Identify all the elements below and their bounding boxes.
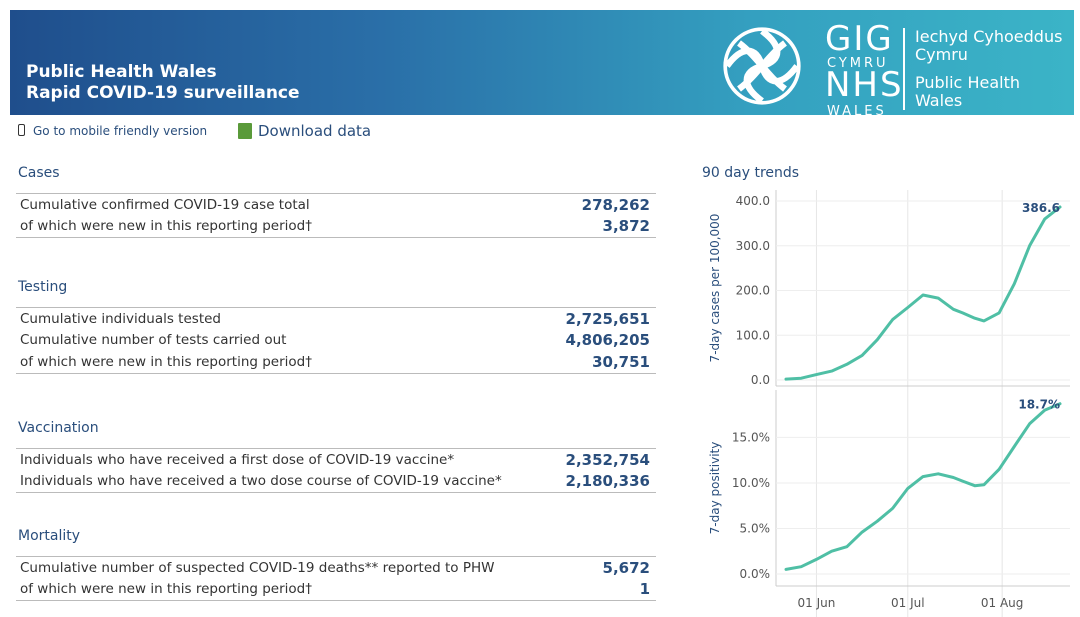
logo-wales-text: WALES	[827, 104, 887, 119]
series-line	[784, 205, 1062, 381]
vaccination-table: Individuals who have received a first do…	[16, 448, 656, 493]
x-tick-label: 01 Jun	[798, 596, 836, 610]
y-tick-label: 200.0	[736, 284, 770, 298]
row-value: 278,262	[581, 195, 650, 214]
table-row: Individuals who have received a two dose…	[16, 471, 656, 493]
logo-divider	[903, 28, 905, 110]
table-row: Cumulative number of tests carried out 4,…	[16, 330, 656, 352]
end-value-label: 18.7%	[1018, 398, 1060, 412]
table-row: of which were new in this reporting peri…	[16, 216, 656, 238]
y-tick-label: 400.0	[736, 194, 770, 208]
y-tick-label: 10.0%	[732, 476, 770, 490]
y-tick-label: 0.0	[751, 373, 770, 387]
row-label: Cumulative number of tests carried out	[20, 332, 287, 349]
y-tick-label: 5.0%	[740, 521, 771, 535]
row-label: of which were new in this reporting peri…	[20, 218, 312, 235]
table-row: Cumulative individuals tested 2,725,651	[16, 308, 656, 330]
y-tick-label: 15.0%	[732, 430, 770, 444]
row-value: 1	[639, 580, 650, 599]
row-label: of which were new in this reporting peri…	[20, 581, 312, 598]
cases-table: Cumulative confirmed COVID-19 case total…	[16, 193, 656, 238]
y-tick-label: 100.0	[736, 328, 770, 342]
table-row: of which were new in this reporting peri…	[16, 579, 656, 601]
logo-gig-text: GIG	[825, 19, 894, 59]
end-value-label: 386.6	[1022, 201, 1060, 215]
mobile-link-label: Go to mobile friendly version	[33, 124, 208, 138]
header-banner: Public Health Wales Rapid COVID-19 surve…	[10, 10, 1074, 119]
logo-nhs-text: NHS	[825, 65, 904, 105]
download-link-label: Download data	[258, 122, 372, 140]
row-value: 4,806,205	[565, 331, 650, 350]
logo-cymru-text: CYMRU	[827, 56, 889, 71]
header-subtitle: Rapid COVID-19 surveillance	[26, 83, 300, 103]
row-label: of which were new in this reporting peri…	[20, 353, 312, 370]
celtic-knot-logo-icon	[723, 27, 801, 105]
row-label: Cumulative number of suspected COVID-19 …	[20, 559, 495, 576]
y-axis-label: 7-day positivity	[708, 442, 722, 535]
org-name-english-2: Wales	[915, 91, 963, 110]
mortality-table: Cumulative number of suspected COVID-19 …	[16, 556, 656, 601]
org-name-welsh-2: Cymru	[915, 45, 968, 64]
row-value: 30,751	[592, 352, 650, 371]
row-value: 2,352,754	[565, 450, 650, 469]
section-title-mortality: Mortality	[18, 528, 81, 544]
x-tick-label: 01 Jul	[891, 596, 925, 610]
org-name-english-1: Public Health	[915, 73, 1020, 92]
row-label: Cumulative individuals tested	[20, 310, 221, 327]
table-row: of which were new in this reporting peri…	[16, 351, 656, 373]
series-line	[784, 402, 1062, 571]
header-title: Public Health Wales	[26, 62, 217, 82]
mobile-version-link[interactable]: Go to mobile friendly version	[18, 124, 207, 138]
row-label: Individuals who have received a first do…	[20, 451, 455, 468]
row-value: 3,872	[602, 217, 650, 236]
y-axis-label: 7-day cases per 100,000	[708, 214, 722, 363]
org-name-welsh-1: Iechyd Cyhoeddus	[915, 27, 1063, 46]
row-label: Cumulative confirmed COVID-19 case total	[20, 196, 310, 213]
row-value: 2,180,336	[565, 472, 650, 491]
trend-charts: 01 Jun 01 Jul 01 Aug 0.0 100.0 200.0 300.0 400.…	[708, 190, 1070, 617]
section-title-cases: Cases	[18, 165, 60, 181]
download-data-link[interactable]: Download data	[238, 122, 371, 140]
y-tick-label: 0.0%	[740, 567, 771, 581]
section-title-vaccination: Vaccination	[18, 420, 99, 436]
phone-icon	[18, 124, 25, 136]
trends-title: 90 day trends	[702, 165, 800, 181]
table-row: Cumulative confirmed COVID-19 case total…	[16, 194, 656, 216]
row-value: 5,672	[602, 558, 650, 577]
table-row: Individuals who have received a first do…	[16, 449, 656, 471]
x-tick-label: 01 Aug	[981, 596, 1024, 610]
y-tick-label: 300.0	[736, 239, 770, 253]
table-row: Cumulative number of suspected COVID-19 …	[16, 557, 656, 579]
testing-table: Cumulative individuals tested 2,725,651 C…	[16, 307, 656, 374]
row-label: Individuals who have received a two dose…	[20, 473, 502, 490]
row-value: 2,725,651	[565, 309, 650, 328]
download-icon	[238, 123, 252, 139]
section-title-testing: Testing	[18, 279, 68, 295]
